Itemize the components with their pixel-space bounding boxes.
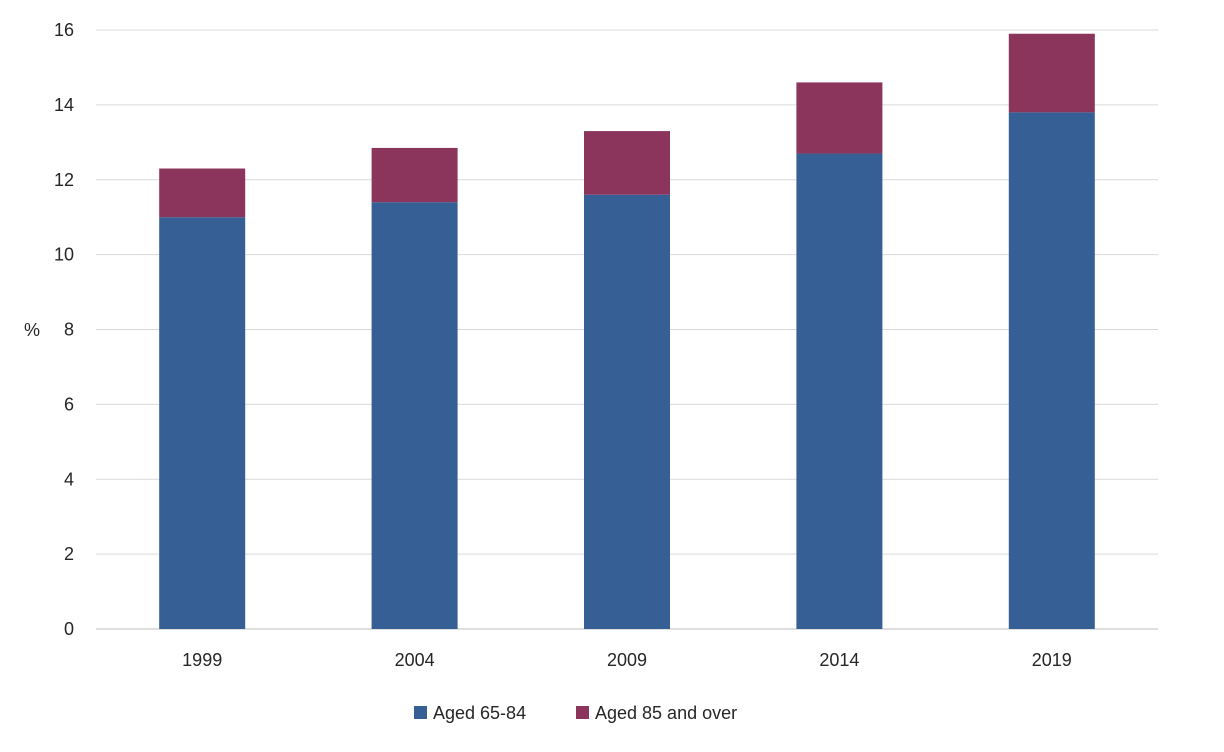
y-tick-label: 16 [54,20,74,40]
legend: Aged 65-84 Aged 85 and over [414,703,737,723]
y-axis-ticks: 0 2 4 6 8 10 12 14 16 [54,20,74,639]
bar-1999-series-1 [159,217,246,629]
bar-2009-series-1 [584,194,670,629]
y-tick-label: 6 [64,394,74,414]
bar-2004-series-2 [371,147,458,203]
legend-swatch [414,706,427,719]
bars [159,33,1095,630]
x-axis-ticks: 1999 2004 2009 2014 2019 [182,650,1072,670]
y-tick-label: 0 [64,619,74,639]
y-tick-label: 4 [64,469,74,489]
bar-2019-series-2 [1008,33,1095,113]
y-tick-label: 12 [54,170,74,190]
y-axis-title: % [24,320,40,340]
bar-2019-series-1 [1008,112,1095,630]
legend-label: Aged 85 and over [595,703,737,723]
x-tick-label: 2019 [1032,650,1072,670]
bar-1999-series-2 [159,168,246,218]
x-tick-label: 2014 [819,650,859,670]
x-tick-label: 2004 [395,650,435,670]
x-tick-label: 2009 [607,650,647,670]
bar-2004-series-1 [371,202,458,629]
legend-swatch [576,706,589,719]
y-tick-label: 2 [64,544,74,564]
bar-2014-series-2 [796,82,883,154]
x-tick-label: 1999 [182,650,222,670]
y-tick-label: 14 [54,95,74,115]
bar-2014-series-1 [796,153,883,629]
y-tick-label: 8 [64,320,74,340]
legend-label: Aged 65-84 [433,703,526,723]
bar-2009-series-2 [584,131,670,195]
y-tick-label: 10 [54,245,74,265]
